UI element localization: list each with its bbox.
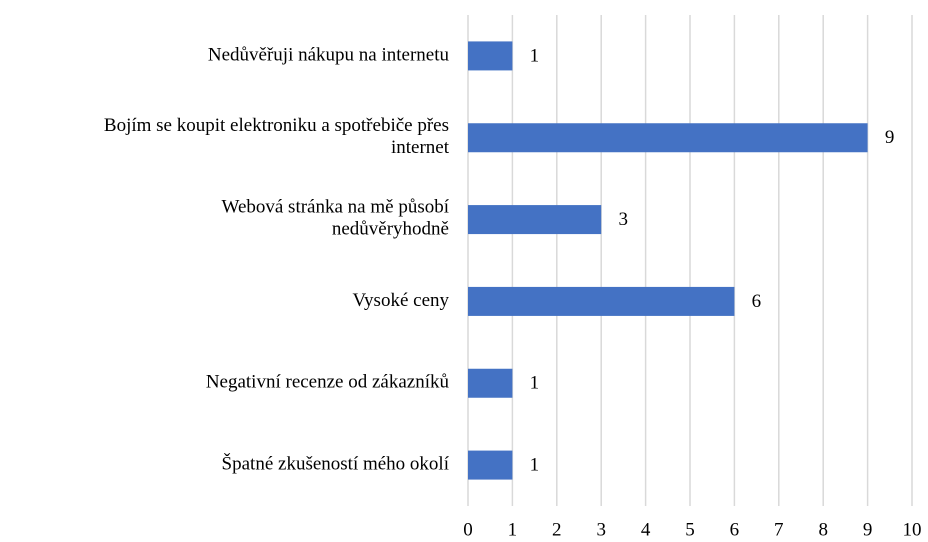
data-label: 1 <box>530 454 540 475</box>
data-label: 6 <box>752 291 762 312</box>
bar <box>468 123 868 153</box>
category-label: Webová stránka na mě působí nedůvěryhodně <box>222 197 450 240</box>
x-tick-label: 5 <box>685 519 695 540</box>
category-label: Bojím se koupit elektroniku a spotřebiče… <box>104 115 450 158</box>
x-tick-label: 10 <box>903 519 922 540</box>
x-tick-label: 7 <box>774 519 784 540</box>
bar <box>468 41 513 71</box>
x-tick-label: 4 <box>641 519 651 540</box>
x-tick-label: 8 <box>818 519 828 540</box>
data-label: 3 <box>618 209 628 230</box>
bar <box>468 368 513 398</box>
x-tick-label: 1 <box>508 519 518 540</box>
x-tick-label: 2 <box>552 519 562 540</box>
x-tick-label: 3 <box>596 519 606 540</box>
data-label: 1 <box>530 373 540 394</box>
data-label: 1 <box>530 45 540 66</box>
category-label: Špatné zkušeností mého okolí <box>222 452 450 474</box>
bar <box>468 286 735 316</box>
category-label: Vysoké ceny <box>352 290 449 311</box>
category-label: Negativní recenze od zákazníků <box>206 372 450 393</box>
bar <box>468 450 513 480</box>
x-tick-label: 0 <box>463 519 473 540</box>
data-label: 9 <box>885 127 895 148</box>
category-label: Nedůvěřuji nákupu na internetu <box>208 44 450 65</box>
x-tick-label: 6 <box>730 519 740 540</box>
bar <box>468 205 602 235</box>
x-tick-label: 9 <box>863 519 873 540</box>
